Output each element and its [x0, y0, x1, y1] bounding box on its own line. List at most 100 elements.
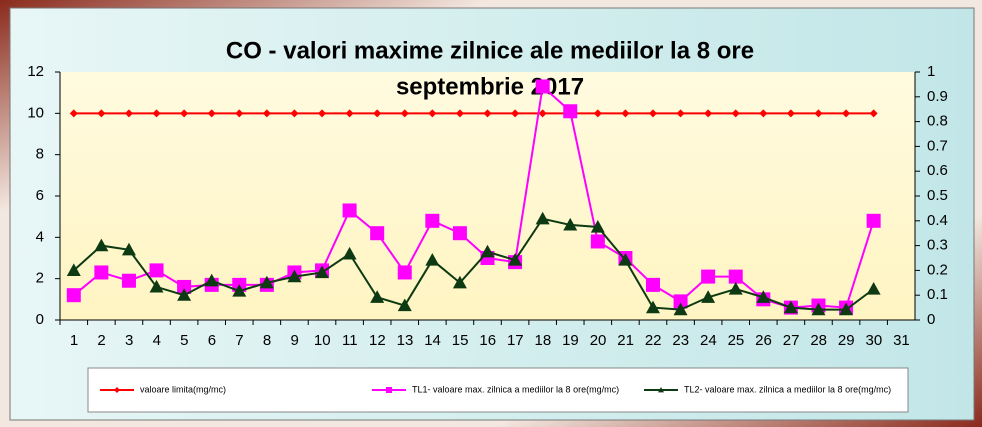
- data-point: [455, 109, 464, 118]
- data-point: [511, 109, 520, 118]
- data-point: [180, 109, 189, 118]
- y2-tick-label: 0.5: [927, 187, 948, 204]
- y2-tick-label: 0.2: [927, 261, 948, 278]
- y-tick-label: 0: [36, 311, 44, 328]
- data-point: [645, 277, 660, 292]
- y2-tick-label: 0: [927, 311, 935, 328]
- x-tick-label: 6: [208, 332, 216, 349]
- data-point: [842, 109, 851, 118]
- data-point: [701, 290, 716, 303]
- data-point: [452, 226, 467, 241]
- x-tick-label: 14: [424, 332, 441, 349]
- data-point: [177, 288, 192, 301]
- data-point: [508, 253, 523, 266]
- data-point: [648, 109, 657, 118]
- data-point: [345, 109, 354, 118]
- data-point: [397, 265, 412, 280]
- data-point: [590, 220, 605, 233]
- x-tick-label: 29: [838, 332, 855, 349]
- x-tick-label: 27: [783, 332, 800, 349]
- x-tick-label: 19: [562, 332, 579, 349]
- data-point: [342, 203, 357, 218]
- y2-tick-label: 0.3: [927, 237, 948, 254]
- data-point: [563, 104, 578, 119]
- data-point: [814, 109, 823, 118]
- data-point: [121, 242, 136, 256]
- data-point: [318, 109, 327, 118]
- data-point: [756, 290, 771, 303]
- y-tick-label: 10: [27, 104, 44, 121]
- data-point: [783, 300, 798, 314]
- data-point: [786, 109, 795, 118]
- data-point: [315, 265, 330, 279]
- data-point: [66, 263, 81, 276]
- x-tick-label: 30: [865, 332, 882, 349]
- y-tick-label: 6: [36, 187, 44, 204]
- x-tick-label: 8: [263, 332, 271, 349]
- data-point: [342, 246, 357, 260]
- y2-tick-label: 0.8: [927, 113, 948, 130]
- data-point: [731, 109, 740, 118]
- data-point: [866, 282, 881, 295]
- data-point: [259, 275, 274, 289]
- data-point: [535, 79, 550, 94]
- data-point: [370, 290, 385, 303]
- legend-label: valoare limita(mg/mc): [140, 384, 226, 394]
- data-point: [728, 269, 743, 284]
- x-tick-label: 25: [728, 332, 745, 349]
- x-tick-label: 22: [645, 332, 662, 349]
- x-tick-label: 21: [617, 332, 634, 349]
- data-point: [483, 109, 492, 118]
- data-point: [452, 275, 467, 289]
- x-tick-label: 9: [290, 332, 298, 349]
- data-point: [207, 109, 216, 118]
- data-point: [152, 109, 161, 118]
- data-point: [645, 300, 660, 314]
- data-point: [400, 109, 409, 118]
- data-point: [538, 109, 547, 118]
- legend-marker: [386, 387, 392, 393]
- data-point: [66, 288, 81, 303]
- y-tick-label: 2: [36, 270, 44, 287]
- x-tick-label: 26: [755, 332, 772, 349]
- chart-title: CO - valori maxime zilnice ale mediilor …: [226, 37, 754, 64]
- data-point: [869, 109, 878, 118]
- legend-marker: [114, 387, 120, 393]
- data-point: [759, 109, 768, 118]
- data-point: [425, 253, 440, 266]
- y2-tick-label: 1: [927, 63, 935, 80]
- data-point: [177, 279, 192, 294]
- x-tick-label: 31: [893, 332, 910, 349]
- data-point: [69, 109, 78, 118]
- x-tick-label: 16: [479, 332, 496, 349]
- x-tick-label: 5: [180, 332, 188, 349]
- data-point: [618, 253, 633, 266]
- data-point: [425, 213, 440, 228]
- data-point: [673, 294, 688, 309]
- x-tick-label: 20: [590, 332, 607, 349]
- x-tick-label: 18: [535, 332, 552, 349]
- x-tick-label: 12: [369, 332, 386, 349]
- data-point: [287, 269, 302, 283]
- data-point: [373, 109, 382, 118]
- y-tick-label: 12: [27, 63, 44, 80]
- data-point: [563, 217, 578, 231]
- data-point: [428, 109, 437, 118]
- data-point: [673, 302, 688, 316]
- data-point: [121, 273, 136, 288]
- data-point: [97, 109, 106, 118]
- chart-title: septembrie 2017: [396, 73, 584, 100]
- data-point: [704, 109, 713, 118]
- x-tick-label: 3: [125, 332, 133, 349]
- x-tick-label: 24: [700, 332, 717, 349]
- data-point: [397, 298, 412, 312]
- y2-tick-label: 0.1: [927, 286, 948, 303]
- x-tick-label: 10: [314, 332, 331, 349]
- data-point: [290, 109, 299, 118]
- y2-tick-label: 0.6: [927, 162, 948, 179]
- x-tick-label: 13: [397, 332, 414, 349]
- data-point: [124, 109, 133, 118]
- data-point: [149, 279, 164, 293]
- x-tick-label: 1: [70, 332, 78, 349]
- data-point: [676, 109, 685, 118]
